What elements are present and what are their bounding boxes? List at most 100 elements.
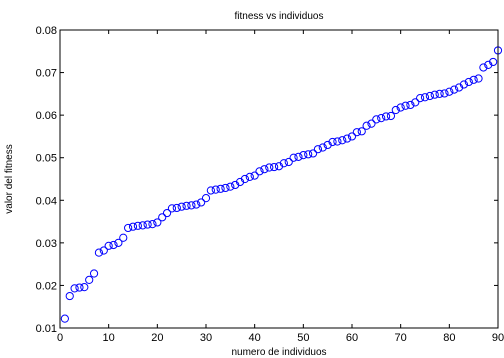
data-point xyxy=(386,111,396,121)
data-point xyxy=(440,89,449,98)
data-point xyxy=(99,246,108,255)
data-point xyxy=(420,93,430,102)
y-tick-label: 0.08 xyxy=(36,25,57,37)
data-point xyxy=(148,220,157,229)
plot-background xyxy=(60,30,498,328)
data-point xyxy=(396,103,405,112)
data-point xyxy=(75,283,84,292)
x-tick-label: 0 xyxy=(57,332,63,344)
data-point xyxy=(279,159,288,168)
x-tick-label: 10 xyxy=(103,332,115,344)
data-point xyxy=(124,223,133,233)
data-point xyxy=(469,75,478,84)
data-point xyxy=(304,150,313,159)
data-point xyxy=(104,241,113,250)
data-point xyxy=(245,172,254,181)
data-point xyxy=(85,275,94,284)
data-point xyxy=(182,201,191,210)
data-point xyxy=(357,127,366,136)
data-point xyxy=(416,94,425,103)
data-point xyxy=(411,98,420,107)
data-point xyxy=(60,314,69,323)
data-point xyxy=(425,91,434,101)
data-point xyxy=(221,183,230,193)
data-point xyxy=(367,119,376,128)
data-point xyxy=(250,171,259,180)
data-point xyxy=(226,182,235,191)
data-point xyxy=(343,134,352,143)
data-point xyxy=(372,115,381,124)
data-point xyxy=(143,220,152,229)
data-point xyxy=(158,213,167,222)
y-tick-label: 0.05 xyxy=(36,153,57,165)
data-point xyxy=(430,90,439,99)
data-point xyxy=(352,128,361,137)
data-point xyxy=(450,85,459,94)
data-point xyxy=(377,114,386,123)
data-point xyxy=(381,112,391,121)
data-point xyxy=(479,63,488,72)
data-point xyxy=(153,218,162,227)
data-point xyxy=(94,248,104,257)
data-point xyxy=(284,157,293,167)
data-point xyxy=(128,222,138,231)
data-point xyxy=(177,202,186,211)
data-point xyxy=(445,87,454,96)
x-tick-label: 60 xyxy=(346,332,358,344)
data-point xyxy=(260,165,269,174)
x-tick-label: 90 xyxy=(492,332,504,344)
y-tick-label: 0.06 xyxy=(36,110,57,122)
y-tick-label: 0.04 xyxy=(36,195,57,207)
data-point xyxy=(289,153,298,162)
data-point xyxy=(89,269,99,278)
data-point xyxy=(133,221,142,230)
data-point xyxy=(70,284,79,293)
x-tick-label: 80 xyxy=(443,332,455,344)
data-point xyxy=(474,74,483,83)
data-point xyxy=(406,100,415,110)
y-axis-label: valor del fitness xyxy=(4,144,15,213)
data-point xyxy=(362,121,371,130)
data-point xyxy=(338,136,347,145)
axis-ticks: 0 10 20 30 40 50 60 70 80 90 0.01 0.02 0.03 0.04 0.05 0… xyxy=(36,25,504,344)
plot-frame xyxy=(59,29,499,329)
data-point xyxy=(119,233,128,242)
data-point xyxy=(299,151,308,160)
data-point xyxy=(318,143,327,152)
y-tick-label: 0.07 xyxy=(36,68,57,80)
x-axis-label: numero de individuos xyxy=(231,347,326,358)
x-tick-label: 70 xyxy=(395,332,407,344)
data-points xyxy=(60,46,503,323)
data-point xyxy=(206,186,215,195)
data-point xyxy=(172,203,181,213)
y-tick-label: 0.03 xyxy=(36,238,57,250)
data-point xyxy=(211,185,220,194)
data-point xyxy=(197,198,206,207)
data-point xyxy=(80,283,89,292)
data-point xyxy=(138,221,147,230)
data-point xyxy=(109,240,118,250)
data-point xyxy=(401,101,410,110)
y-tick-label: 0.01 xyxy=(36,323,57,335)
data-point xyxy=(240,174,250,184)
data-point xyxy=(464,77,473,87)
data-point xyxy=(167,204,177,213)
data-point xyxy=(294,152,303,161)
data-point xyxy=(265,163,274,172)
data-point xyxy=(216,184,225,193)
x-tick-label: 50 xyxy=(297,332,309,344)
data-point xyxy=(255,167,264,176)
data-point xyxy=(328,137,337,147)
data-point xyxy=(162,208,172,218)
data-point xyxy=(489,57,498,67)
data-point xyxy=(347,132,357,141)
chart-title: fitness vs individuos xyxy=(235,11,324,22)
x-tick-label: 30 xyxy=(200,332,212,344)
data-point xyxy=(313,145,323,154)
data-point xyxy=(65,291,74,301)
y-tick-label: 0.02 xyxy=(36,280,57,292)
data-point xyxy=(435,89,444,98)
data-point xyxy=(187,201,196,210)
x-tick-label: 40 xyxy=(249,332,261,344)
